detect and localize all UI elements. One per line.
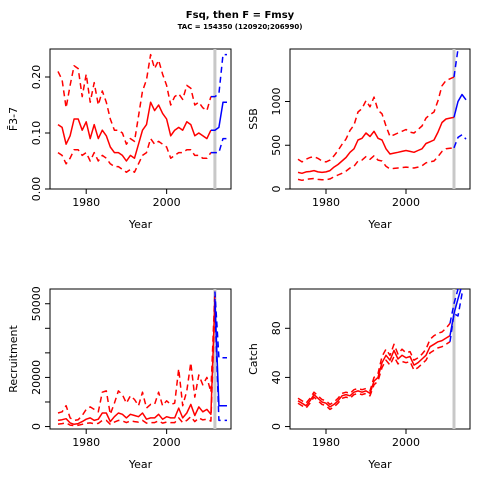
catch-series-projection-lower [449,293,466,342]
ssb-x-axis-label: Year [367,218,392,231]
recruitment-y-axis-label: Recruitment [7,325,20,393]
ssb-plot-area [297,49,467,189]
recruitment-plot-area [57,289,227,429]
fbar-series-historic-median [57,101,212,162]
recruitment-series-historic-upper [57,291,216,422]
ssb-y-axis-label: SSB [247,108,260,130]
catch-series-historic-upper [297,322,451,406]
catch-plot-frame [289,288,471,430]
fbar-series-projection-lower [210,137,227,154]
fbar-y-axis-label: F̄3-7 [7,107,20,131]
fbar-series-historic-lower [57,137,212,173]
fbar-series-projection-median [210,101,227,131]
fbar-x-tick-label: 2000 [153,196,181,209]
fbar-x-tick-label: 1980 [72,196,100,209]
catch-y-tick-label: 0 [270,423,283,430]
catch-y-tick-label: 80 [270,321,283,335]
figure-title: Fsq, then F = Fmsy [185,10,295,21]
fbar-series-projection-upper [210,53,227,98]
ssb-y-tick-label: 500 [270,135,283,156]
ssb-x-tick-label: 1980 [312,196,340,209]
fbar-x-axis-label: Year [128,218,153,231]
ssb-series-historic-upper [297,76,455,163]
catch-x-axis-label: Year [367,458,392,471]
fbar-plot-frame [49,48,232,190]
recruitment-y-tick-label: 20000 [30,360,43,395]
catch-x-tick-label: 1980 [312,436,340,449]
ssb-series-projection-median [453,93,467,118]
ssb-series-projection-lower [453,134,467,149]
recruitment-series-historic-median [57,298,216,426]
recruitment-plot-frame [49,288,232,430]
recruitment-x-tick-label: 1980 [72,436,100,449]
recruitment-series-projection-upper [214,291,227,359]
recruitment-series-projection-lower [214,306,227,422]
catch-y-tick-label: 40 [270,370,283,384]
recruitment-series-projection-median [214,298,227,407]
recruitment-y-tick-label: 50000 [30,286,43,321]
ssb-series-historic-median [297,116,455,175]
catch-series-historic-median [297,335,451,408]
ssb-series-projection-upper [453,49,459,78]
fbar-y-tick-label: 0.20 [30,65,43,90]
catch-plot-area [297,289,466,429]
catch-series-historic-lower [297,341,451,411]
ssb-x-tick-label: 2000 [392,196,420,209]
catch-x-tick-label: 2000 [392,436,420,449]
recruitment-x-axis-label: Year [128,458,153,471]
recruitment-y-tick-label: 0 [30,423,43,430]
recruitment-x-tick-label: 2000 [153,436,181,449]
fbar-series-historic-upper [57,53,212,145]
catch-y-axis-label: Catch [247,343,260,375]
ssb-y-tick-label: 0 [270,186,283,193]
catch-series-projection-upper [449,289,459,324]
ssb-plot-frame [289,48,471,190]
recruitment-series-historic-lower [57,306,216,427]
fbar-y-tick-label: 0.00 [30,177,43,202]
figure-subtitle: TAC = 154350 (120920;206990) [177,23,303,31]
fbar-plot-area [57,49,227,189]
fbar-y-tick-label: 0.10 [30,121,43,146]
ssb-series-historic-lower [297,147,455,182]
ssb-y-tick-label: 1000 [270,88,283,116]
